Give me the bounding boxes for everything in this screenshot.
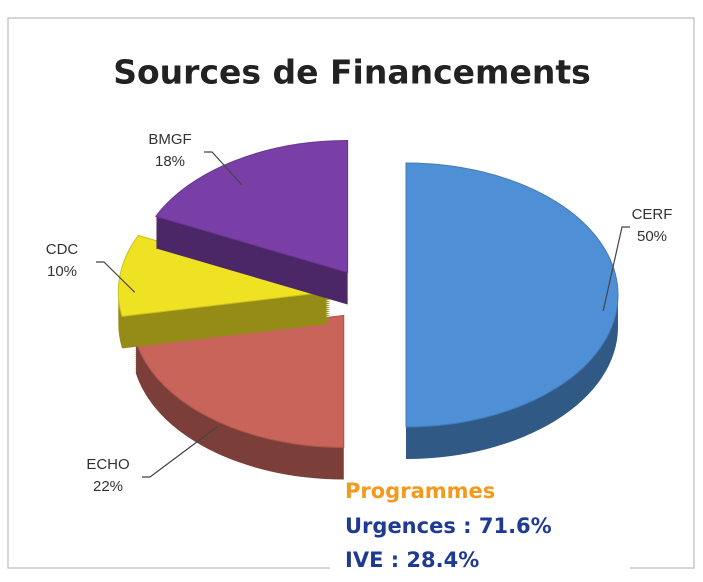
leader-line — [142, 425, 219, 478]
slice — [405, 162, 619, 428]
slice-label: BMGF — [148, 131, 191, 148]
note-background — [330, 478, 630, 582]
slice — [154, 140, 349, 274]
leader-line — [204, 151, 243, 186]
slice-value-label: 50% — [637, 228, 667, 245]
note-line: Urgences : 71.6% — [345, 514, 552, 538]
note-heading: Programmes — [345, 479, 495, 503]
slice-label: CDC — [46, 241, 79, 258]
slice-label: CERF — [632, 206, 673, 223]
slice — [134, 314, 345, 448]
leader-line — [96, 261, 136, 293]
slice-value-label: 18% — [155, 153, 185, 170]
note-line: IVE : 28.4% — [345, 548, 479, 572]
leader-line — [602, 226, 630, 312]
slice — [117, 234, 331, 317]
chart-title: Sources de Financements — [113, 53, 591, 92]
slice-label: ECHO — [86, 456, 129, 473]
slice-value-label: 22% — [93, 478, 123, 495]
slice-value-label: 10% — [47, 263, 77, 280]
